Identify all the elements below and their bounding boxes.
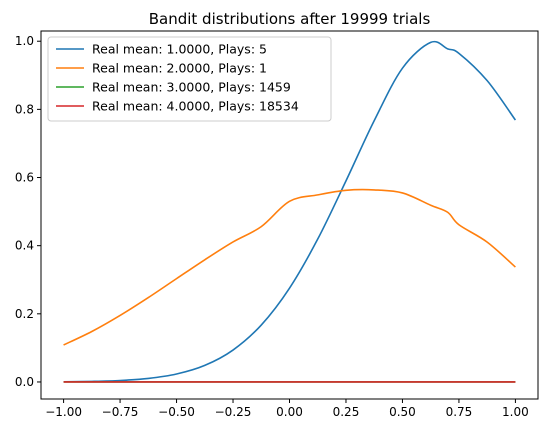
- y-tick-label: 0.4: [15, 239, 34, 253]
- chart-title: Bandit distributions after 19999 trials: [149, 10, 431, 28]
- x-tick-label: −0.50: [158, 405, 195, 419]
- series-line-2: [63, 188, 516, 346]
- x-tick-label: 1.00: [502, 405, 529, 419]
- legend-box: [47, 36, 332, 122]
- legend-label: Real mean: 1.0000, Plays: 5: [92, 42, 267, 57]
- x-tick-label: 0.00: [276, 405, 303, 419]
- y-tick-label: 1.0: [15, 34, 34, 48]
- legend-label: Real mean: 4.0000, Plays: 18534: [92, 99, 299, 114]
- series-line-1: [63, 40, 517, 383]
- x-tick-label: 0.75: [446, 405, 473, 419]
- x-tick-label: −0.25: [215, 405, 252, 419]
- x-axis: −1.00 −0.75 −0.50 −0.25 0.00 0.25 0.50 0.75 1.00: [45, 399, 529, 419]
- y-tick-label: 0.0: [15, 375, 34, 389]
- y-axis: 0.0 0.2 0.4 0.6 0.8 1.0: [15, 34, 41, 389]
- y-tick-label: 0.2: [15, 307, 34, 321]
- legend: Real mean: 1.0000, Plays: 5 Real mean: 2.…: [47, 36, 332, 122]
- x-tick-label: 0.50: [389, 405, 416, 419]
- x-tick-label: −1.00: [45, 405, 82, 419]
- x-tick-label: −0.75: [102, 405, 139, 419]
- legend-label: Real mean: 2.0000, Plays: 1: [92, 61, 267, 76]
- y-tick-label: 0.6: [15, 171, 34, 185]
- y-tick-label: 0.8: [15, 102, 34, 116]
- series-layer: [63, 40, 517, 383]
- x-tick-label: 0.25: [333, 405, 360, 419]
- legend-label: Real mean: 3.0000, Plays: 1459: [92, 80, 291, 95]
